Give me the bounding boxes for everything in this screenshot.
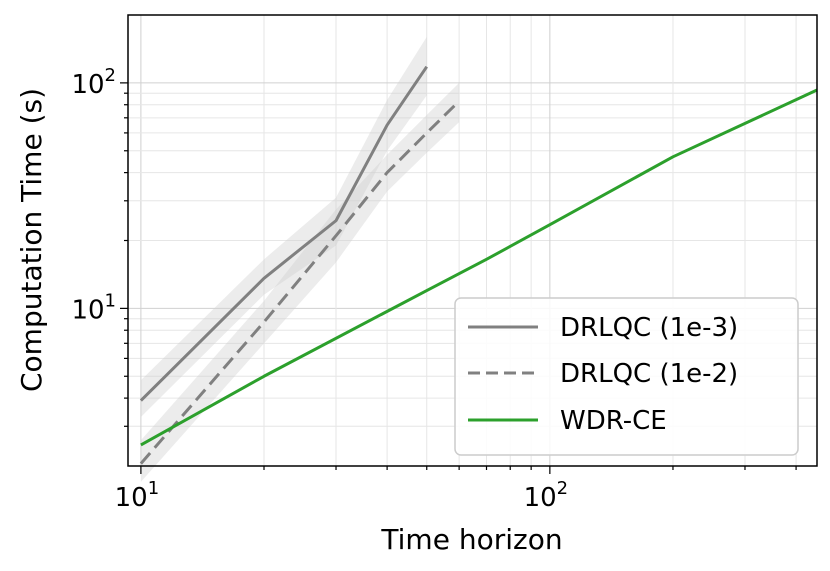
y-axis-label: Computation Time (s) [15,88,48,392]
legend-label-wdr-ce: WDR-CE [560,406,667,436]
axis-ticks: 101 102 101 102 [71,65,797,513]
series-line-1 [139,100,461,465]
legend-box [454,297,799,456]
series-line-0 [139,65,428,402]
y-tick-label: 101 [71,290,116,325]
confidence-band-series-1 [140,82,460,482]
x-tick-label: 101 [115,478,160,513]
legend-label-drlqc-1e-3: DRLQC (1e-3) [560,313,738,343]
confidence-bands [140,36,460,482]
confidence-band-series-0 [140,36,427,417]
legend-label-drlqc-1e-2: DRLQC (1e-2) [560,359,738,389]
y-tick-label: 102 [71,65,116,100]
x-axis-label: Time horizon [380,523,562,556]
series-lines [139,65,818,465]
series-line-2 [140,88,818,447]
grid-lines [128,15,817,466]
x-tick-label: 102 [524,478,569,513]
legend: DRLQC (1e-3) DRLQC (1e-2) WDR-CE [454,297,799,456]
